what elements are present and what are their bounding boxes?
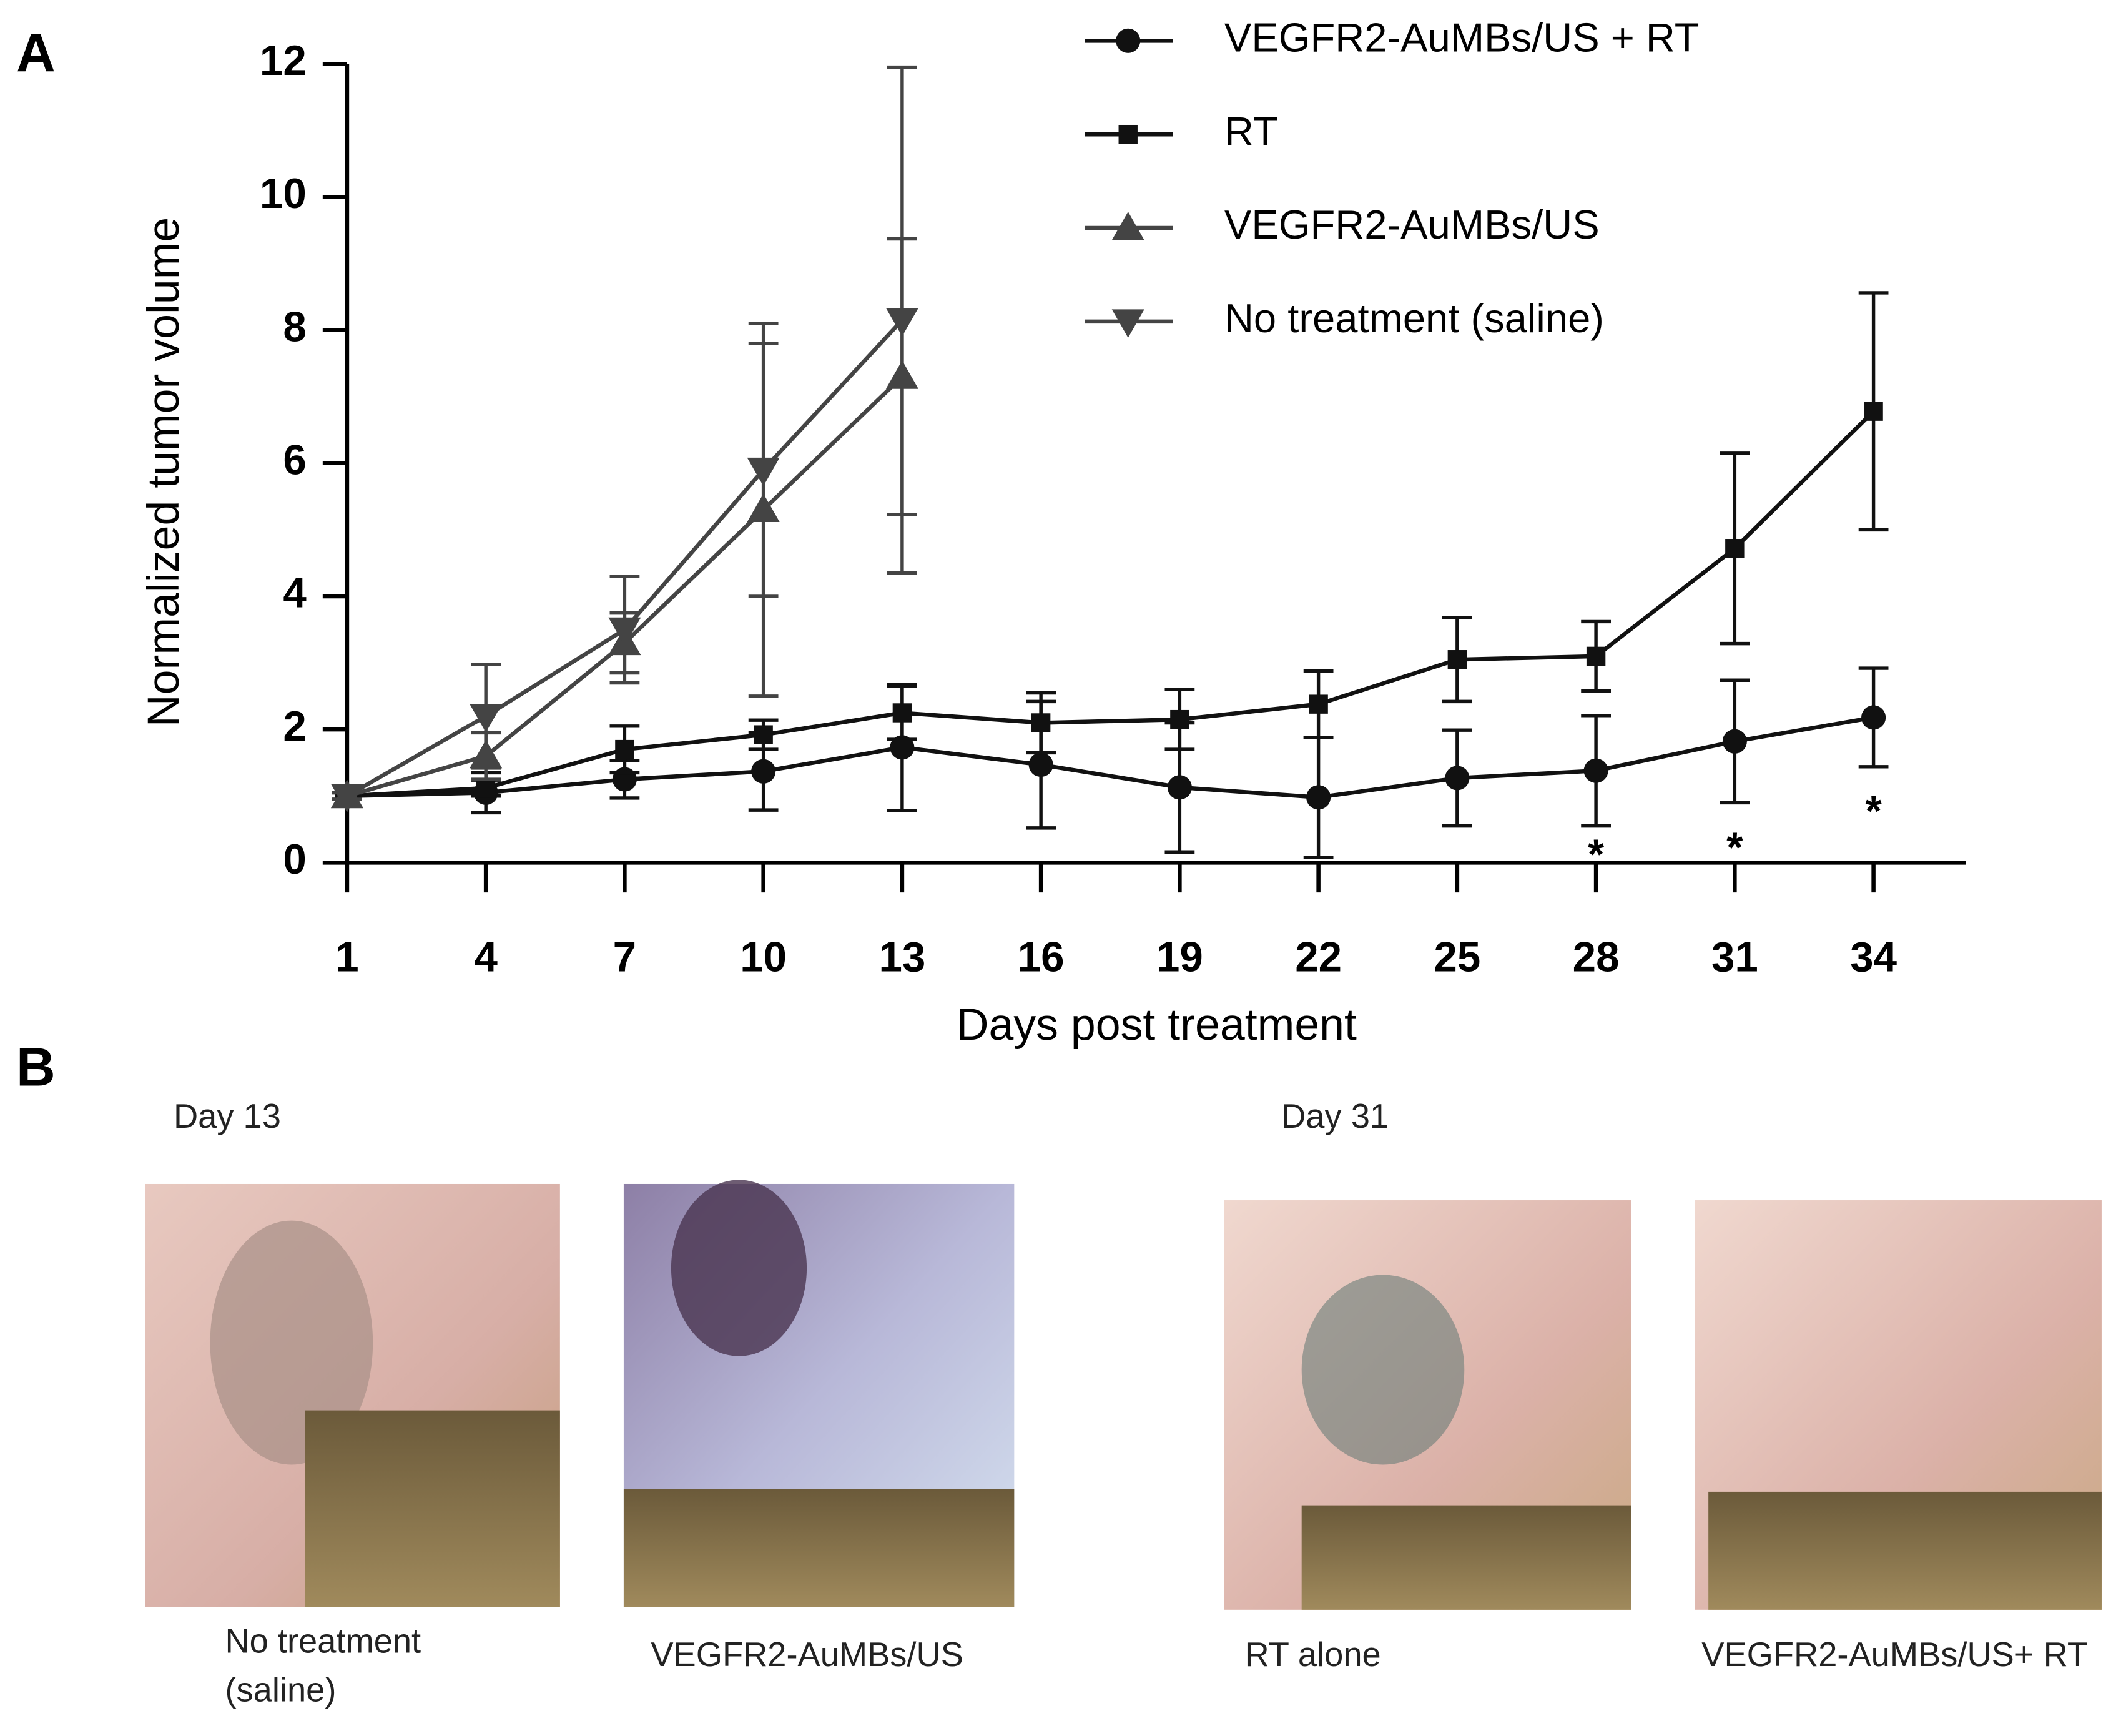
annotation: *	[1588, 831, 1605, 878]
data-point	[1586, 646, 1606, 666]
data-point	[1447, 650, 1467, 669]
panel-label: B	[16, 1037, 56, 1098]
y-tick-label: 8	[283, 303, 306, 350]
x-tick-label: 1	[335, 934, 358, 980]
data-point	[1309, 694, 1328, 714]
x-tick-label: 19	[1156, 934, 1203, 980]
data-point	[1864, 402, 1883, 421]
legend-marker	[1111, 309, 1144, 338]
y-tick-label: 12	[260, 37, 307, 84]
legend-label: RT	[1224, 108, 1278, 154]
data-point	[1722, 729, 1747, 754]
data-point	[885, 308, 918, 337]
x-tick-label: 16	[1018, 934, 1065, 980]
y-tick-label: 6	[283, 437, 306, 484]
legend-label: No treatment (saline)	[1224, 295, 1604, 341]
x-tick-label: 13	[878, 934, 925, 980]
x-tick-label: 28	[1573, 934, 1620, 980]
photo	[1695, 1200, 2102, 1610]
legend-label: VEGFR2-AuMBs/US + RT	[1224, 15, 1700, 61]
photo-caption: No treatment	[225, 1622, 421, 1660]
x-tick-label: 22	[1295, 934, 1342, 980]
data-point	[1170, 709, 1189, 729]
x-tick-label: 4	[474, 934, 498, 980]
data-point	[754, 725, 773, 744]
photo-caption: (saline)	[225, 1671, 336, 1709]
y-axis-title: Normalized tumor volume	[139, 217, 189, 727]
data-point	[1306, 785, 1331, 810]
photo-caption: VEGFR2-AuMBs/US	[651, 1635, 963, 1674]
data-point	[608, 617, 641, 646]
group-label: Day 13	[174, 1097, 281, 1135]
y-tick-label: 10	[260, 170, 307, 217]
legend-marker	[1118, 124, 1138, 144]
photo	[623, 1180, 1015, 1607]
photo	[1224, 1200, 1631, 1610]
x-tick-label: 34	[1850, 934, 1897, 980]
data-point	[330, 784, 363, 812]
data-point	[1028, 752, 1053, 777]
photo	[145, 1183, 560, 1607]
y-tick-label: 2	[283, 703, 306, 750]
data-point	[747, 457, 780, 486]
data-point	[1725, 539, 1745, 558]
x-axis-title: Days post treatment	[957, 1000, 1357, 1050]
data-point	[1031, 713, 1051, 732]
x-tick-label: 25	[1434, 934, 1480, 980]
series-line	[347, 715, 1874, 800]
data-point	[470, 704, 503, 732]
x-tick-label: 7	[613, 934, 636, 980]
panel-label: A	[16, 22, 56, 83]
data-point	[892, 703, 912, 723]
data-point	[890, 735, 915, 760]
data-point	[751, 759, 776, 784]
annotation: *	[1865, 788, 1882, 835]
annotation: *	[1726, 824, 1743, 871]
data-point	[1167, 775, 1192, 800]
group-label: Day 31	[1281, 1097, 1389, 1135]
data-point	[476, 778, 496, 798]
photo-caption: RT alone	[1244, 1635, 1380, 1674]
data-point	[1445, 766, 1470, 791]
legend-marker	[1116, 28, 1141, 53]
photo-caption: VEGFR2-AuMBs/US+ RT	[1701, 1635, 2088, 1674]
y-tick-label: 4	[283, 570, 307, 617]
x-tick-label: 31	[1711, 934, 1758, 980]
legend-marker	[1111, 211, 1144, 240]
x-tick-label: 10	[740, 934, 787, 980]
legend-label: VEGFR2-AuMBs/US	[1224, 202, 1600, 247]
data-point	[1583, 758, 1608, 783]
data-point	[615, 739, 634, 759]
y-tick-label: 0	[283, 836, 306, 883]
series-line	[347, 410, 1875, 798]
data-point	[1861, 705, 1886, 730]
